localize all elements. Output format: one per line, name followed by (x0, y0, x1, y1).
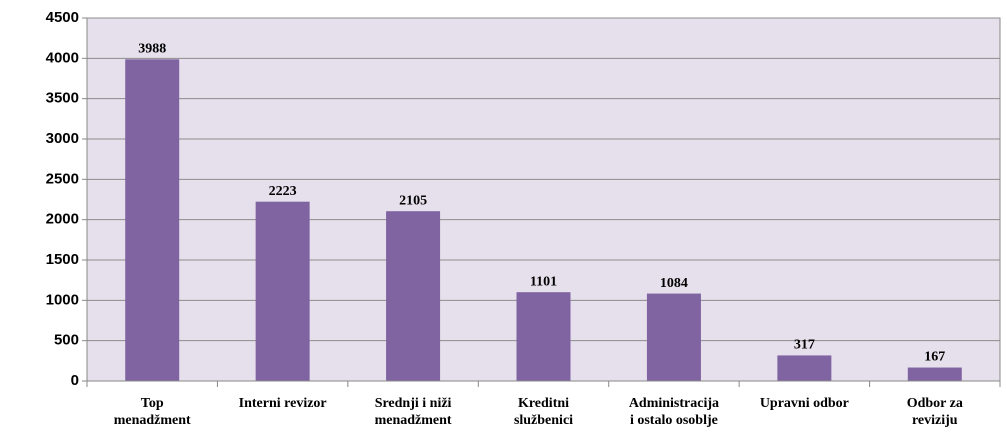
bar (907, 367, 962, 381)
x-tick-label: Top menadžment (114, 396, 191, 428)
data-label: 317 (794, 338, 815, 353)
data-label: 2105 (399, 193, 427, 208)
data-label: 1084 (660, 276, 688, 291)
x-tick-label: Interni revizor (239, 396, 327, 411)
x-tick-label: Upravni odbor (760, 396, 849, 411)
data-label: 2223 (269, 184, 297, 199)
data-label: 1101 (530, 274, 557, 289)
bar (516, 292, 571, 381)
x-tick-label: Administracija i ostalo osoblje (629, 396, 719, 428)
data-label: 3988 (138, 42, 166, 57)
x-tick-label: Kreditni službenici (514, 396, 573, 428)
bar (777, 355, 832, 381)
y-tick-label: 3000 (46, 130, 79, 147)
y-tick-label: 4500 (46, 9, 79, 26)
y-tick-label: 1000 (46, 291, 79, 308)
bar (255, 201, 310, 381)
bar (386, 211, 441, 381)
y-tick-label: 500 (54, 332, 79, 349)
y-tick-label: 3500 (46, 90, 79, 107)
data-label: 167 (924, 350, 945, 365)
y-tick-label: 1500 (46, 251, 79, 268)
bar (646, 293, 701, 381)
bar (125, 59, 180, 382)
y-tick-label: 2000 (46, 211, 79, 228)
y-tick-label: 0 (71, 372, 79, 389)
x-tick-label: Srednji i niži menadžment (375, 396, 452, 428)
y-tick-label: 2500 (46, 170, 79, 187)
x-tick-label: Odbor za reviziju (907, 396, 963, 428)
y-tick-label: 4000 (46, 49, 79, 66)
